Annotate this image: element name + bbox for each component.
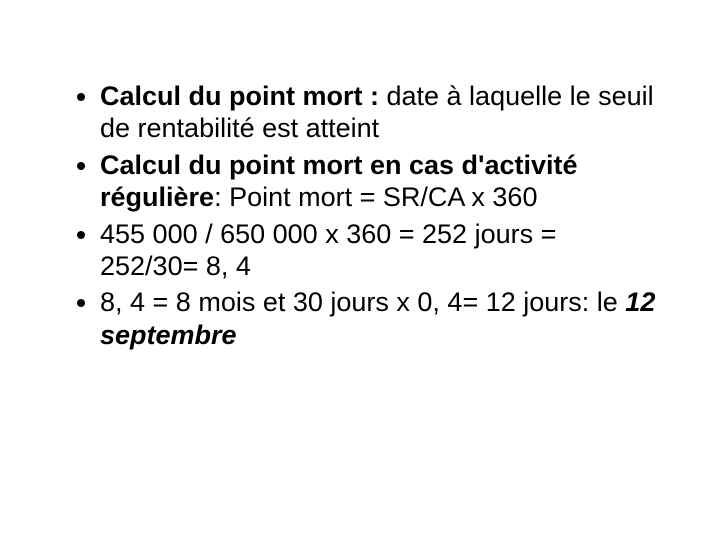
bullet-text: : Point mort = SR/CA x 360 — [214, 182, 537, 212]
slide: Calcul du point mort : date à laquelle l… — [0, 0, 720, 540]
bullet-lead: Calcul du point mort : — [100, 81, 386, 111]
list-item: 8, 4 = 8 mois et 30 jours x 0, 4= 12 jou… — [100, 286, 660, 351]
bullet-list: Calcul du point mort : date à laquelle l… — [60, 80, 660, 351]
list-item: Calcul du point mort : date à laquelle l… — [100, 80, 660, 145]
list-item: 455 000 / 650 000 x 360 = 252 jours = 25… — [100, 218, 660, 283]
list-item: Calcul du point mort en cas d'activité r… — [100, 149, 660, 214]
bullet-text: 455 000 / 650 000 x 360 = 252 jours = 25… — [100, 219, 556, 281]
bullet-text: 8, 4 = 8 mois et 30 jours x 0, 4= 12 jou… — [100, 287, 625, 317]
